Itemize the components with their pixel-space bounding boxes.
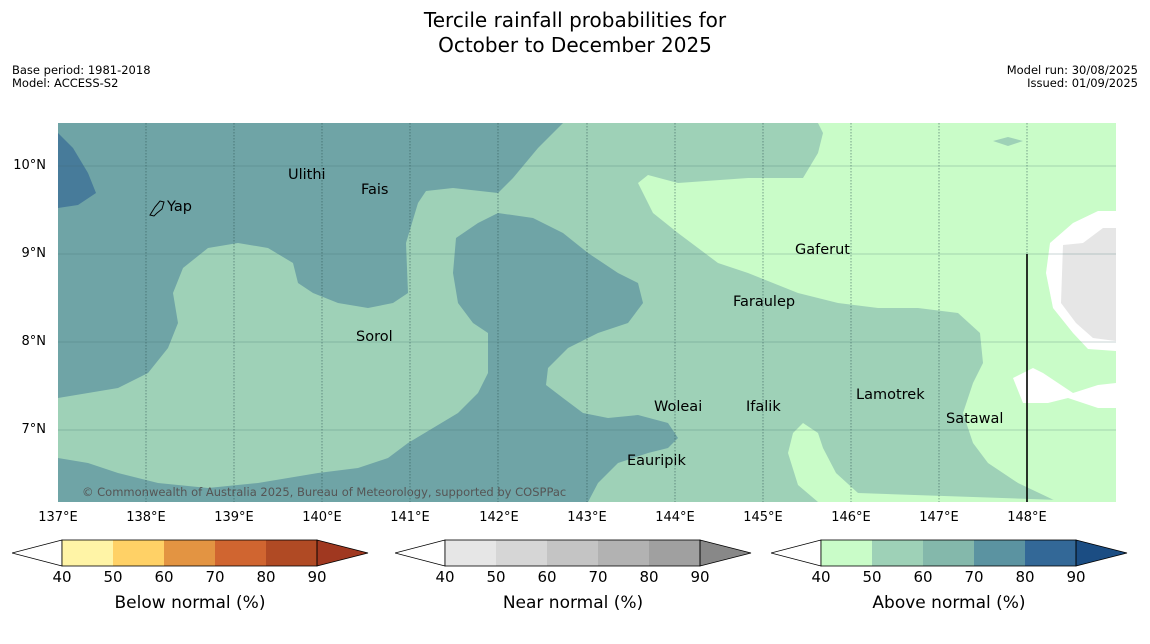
tick-below-70: 70 — [205, 568, 225, 586]
tick-near-60: 60 — [537, 568, 557, 586]
place-eauripik: Eauripik — [627, 453, 686, 469]
tick-near-50: 50 — [486, 568, 506, 586]
tick-below-60: 60 — [154, 568, 174, 586]
yap-island-shape — [149, 200, 165, 217]
map-svg — [58, 123, 1116, 502]
place-faraulep: Faraulep — [733, 294, 796, 310]
zone-above-70-80 — [58, 133, 96, 208]
place-gaferut: Gaferut — [795, 242, 850, 258]
place-satawal: Satawal — [946, 411, 1004, 427]
tick-above-40: 40 — [811, 568, 831, 586]
title-line-1: Tercile rainfall probabilities for — [423, 8, 727, 32]
tick-above-60: 60 — [913, 568, 933, 586]
lon-label-145: 145°E — [743, 510, 783, 525]
tick-near-90: 90 — [690, 568, 710, 586]
place-ifalik: Ifalik — [746, 399, 781, 415]
lon-label-144: 144°E — [655, 510, 695, 525]
place-yap: Yap — [167, 199, 192, 215]
place-lamotrek: Lamotrek — [856, 387, 925, 403]
tick-above-90: 90 — [1066, 568, 1086, 586]
lon-label-139: 139°E — [214, 510, 254, 525]
meta-right: Model run: 30/08/2025 Issued: 01/09/2025 — [1007, 64, 1138, 90]
latitude-grid — [58, 165, 1116, 431]
lon-label-141: 141°E — [390, 510, 430, 525]
tick-below-50: 50 — [103, 568, 123, 586]
lon-label-143: 143°E — [567, 510, 607, 525]
base-period: Base period: 1981-2018 — [12, 63, 151, 77]
colorbar-below — [12, 539, 369, 567]
colorbar-near — [395, 539, 752, 567]
title-line-2: October to December 2025 — [438, 33, 712, 57]
zone-white-southeast — [1013, 368, 1116, 408]
tick-above-50: 50 — [862, 568, 882, 586]
map-title: Tercile rainfall probabilities for Octob… — [0, 8, 1150, 58]
legend-title-near: Near normal (%) — [502, 593, 644, 613]
probability-map[interactable] — [58, 123, 1116, 502]
colorbar-above — [771, 539, 1128, 567]
tick-near-70: 70 — [588, 568, 608, 586]
lon-label-140: 140°E — [302, 510, 342, 525]
place-fais: Fais — [361, 182, 389, 198]
lon-label-142: 142°E — [479, 510, 519, 525]
tick-below-90: 90 — [307, 568, 327, 586]
tick-above-80: 80 — [1015, 568, 1035, 586]
tick-near-40: 40 — [435, 568, 455, 586]
place-ulithi: Ulithi — [288, 167, 326, 183]
zone-near-40-50 — [1061, 228, 1116, 341]
lat-label-8: 8°N — [21, 334, 47, 349]
lon-label-148: 148°E — [1007, 510, 1047, 525]
model-run: Model run: 30/08/2025 — [1006, 63, 1138, 77]
tick-above-70: 70 — [964, 568, 984, 586]
place-woleai: Woleai — [654, 399, 703, 415]
place-sorol: Sorol — [356, 329, 393, 345]
lon-label-147: 147°E — [919, 510, 959, 525]
zone-above-50-60-blob — [993, 137, 1023, 146]
copyright-notice: © Commonwealth of Australia 2025, Bureau… — [82, 485, 567, 499]
tick-near-80: 80 — [639, 568, 659, 586]
legend-title-below: Below normal (%) — [114, 593, 266, 613]
longitude-grid — [145, 123, 1028, 502]
tick-below-80: 80 — [256, 568, 276, 586]
meta-left: Base period: 1981-2018 Model: ACCESS-S2 — [12, 64, 151, 90]
zone-above-60-70-west — [58, 123, 563, 398]
zone-above-40-50-east — [638, 123, 1116, 502]
lat-label-7: 7°N — [21, 422, 47, 437]
model-name: Model: ACCESS-S2 — [12, 76, 119, 90]
lat-label-9: 9°N — [21, 246, 47, 261]
legend-title-above: Above normal (%) — [872, 593, 1026, 613]
lat-label-10: 10°N — [13, 158, 46, 173]
issued-date: Issued: 01/09/2025 — [1027, 76, 1138, 90]
lon-label-146: 146°E — [831, 510, 871, 525]
lon-label-137: 137°E — [38, 510, 78, 525]
tick-below-40: 40 — [52, 568, 72, 586]
lon-label-138: 138°E — [126, 510, 166, 525]
